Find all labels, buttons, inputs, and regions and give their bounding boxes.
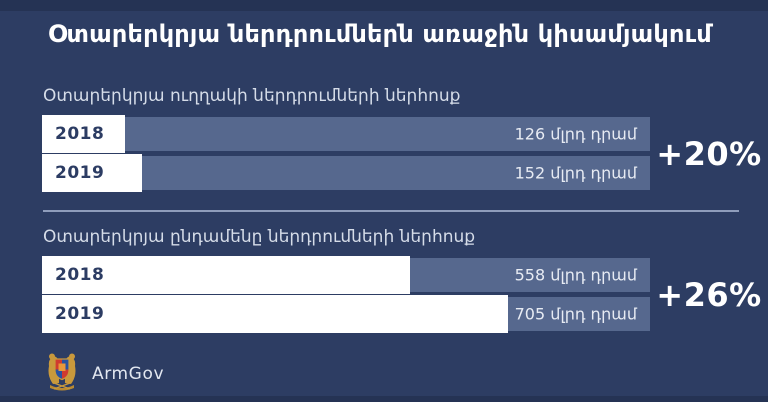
bar-row-2018: 2018 558 մլրդ դրամ	[42, 256, 650, 294]
change-badge: +20%	[656, 134, 762, 173]
brand-footer: ArmGov	[45, 350, 164, 398]
bar-fill	[42, 154, 143, 192]
section-title: Օտարերկրյա ուղղակի ներդրումների ներհոսք	[43, 86, 461, 106]
bar-year-label: 2019	[55, 163, 105, 183]
bar-group: 2018 558 մլրդ դրամ 2019 705 մլրդ դրամ	[42, 256, 650, 333]
bar-row-2019: 2019 152 մլրդ դրամ	[42, 154, 650, 192]
bars-area: 2018 126 մլրդ դրամ 2019 152 մլրդ դրամ +2…	[42, 115, 768, 192]
letterbox-bottom	[0, 396, 768, 402]
bar-fill	[42, 256, 411, 294]
brand-name: ArmGov	[92, 364, 165, 384]
page-title: Օտարերկրյա ներդրումներն առաջին կիսամյակո…	[48, 20, 712, 48]
armenian-coat-of-arms-icon	[45, 350, 79, 398]
bar-fill	[42, 115, 126, 153]
bar-year-label: 2019	[55, 304, 105, 324]
letterbox-top	[0, 0, 768, 11]
section-direct-investments: Օտարերկրյա ուղղակի ներդրումների ներհոսք …	[42, 86, 768, 192]
section-divider	[43, 210, 739, 212]
bar-year-label: 2018	[55, 265, 105, 285]
bar-value-label: 126 մլրդ դրամ	[514, 124, 637, 144]
bar-year-label: 2018	[55, 124, 105, 144]
bar-row-2019: 2019 705 մլրդ դրամ	[42, 295, 650, 333]
bar-group: 2018 126 մլրդ դրամ 2019 152 մլրդ դրամ	[42, 115, 650, 192]
change-badge: +26%	[656, 275, 762, 314]
bar-row-2018: 2018 126 մլրդ դրամ	[42, 115, 650, 153]
section-total-investments: Օտարերկրյա ընդամենը ներդրումների ներհոսք…	[42, 227, 768, 333]
bar-fill	[42, 295, 508, 333]
bar-value-label: 558 մլրդ դրամ	[514, 265, 637, 285]
section-title: Օտարերկրյա ընդամենը ներդրումների ներհոսք	[43, 227, 476, 247]
bar-value-label: 152 մլրդ դրամ	[514, 163, 637, 183]
bars-area: 2018 558 մլրդ դրամ 2019 705 մլրդ դրամ +2…	[42, 256, 768, 333]
bar-value-label: 705 մլրդ դրամ	[514, 304, 637, 324]
